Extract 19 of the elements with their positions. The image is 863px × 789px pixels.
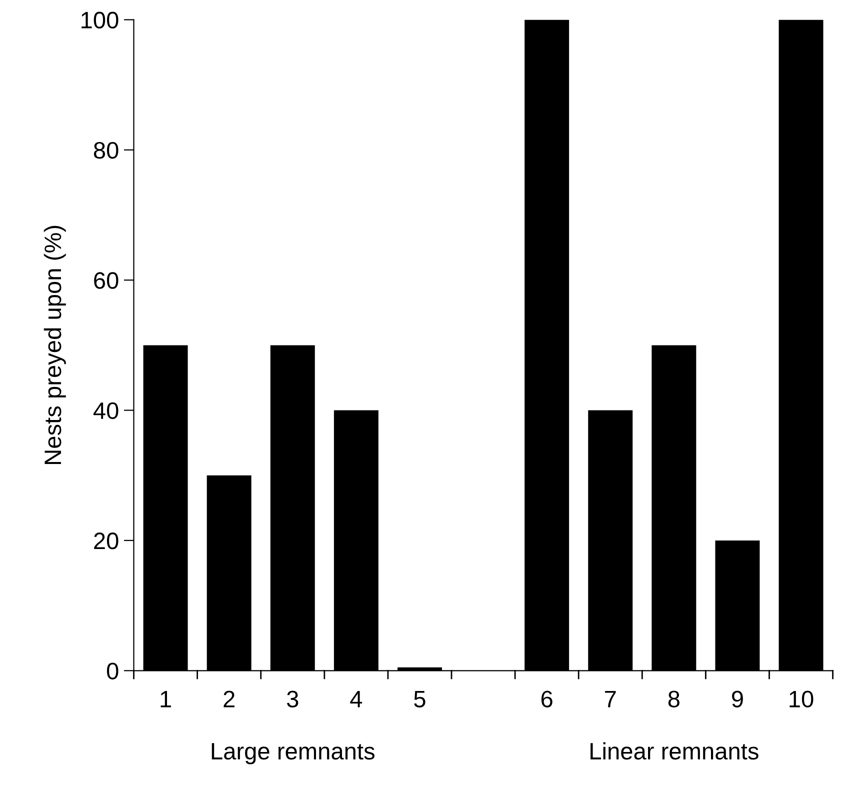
x-tick-label: 4 — [350, 690, 362, 708]
x-tick-label: 3 — [286, 690, 298, 708]
x-tick-label: 2 — [224, 690, 234, 708]
y-axis-title: Nests preyed upon (%) — [44, 226, 66, 464]
x-tick-label: 6 — [541, 690, 552, 708]
x-tick-label: 8 — [668, 690, 680, 708]
x-tick-label: 1 — [160, 690, 171, 708]
y-tick-label: 60 — [94, 272, 118, 289]
x-tick-label: 10 — [790, 690, 814, 708]
y-tick-label: 0 — [106, 662, 118, 680]
y-tick-label: 20 — [94, 532, 118, 550]
text: Linear remnants — [590, 742, 758, 760]
x-tick-label: 7 — [605, 690, 616, 708]
y-tick-label: 100 — [82, 12, 118, 29]
x-tick-label: 5 — [414, 690, 426, 708]
y-tick-label: 40 — [93, 402, 118, 420]
x-tick-label: 9 — [732, 690, 743, 708]
text: Large remnants — [212, 743, 374, 764]
y-tick-label: 80 — [94, 142, 118, 159]
